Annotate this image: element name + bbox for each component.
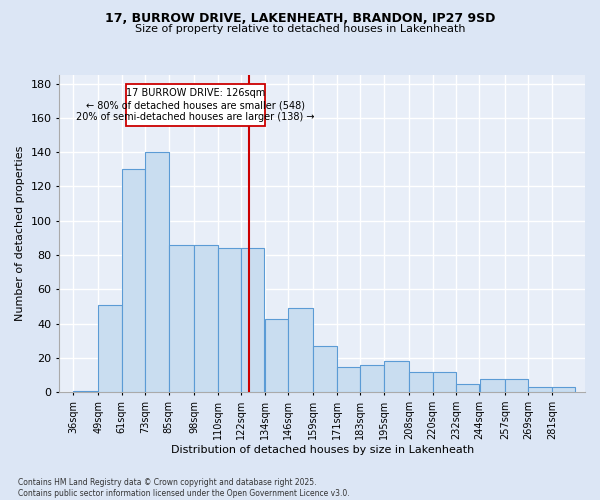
Bar (241, 248, 265, 392)
Bar (169, 245, 194, 392)
Bar (194, 245, 218, 392)
Text: 20% of semi-detached houses are larger (138) →: 20% of semi-detached houses are larger (… (76, 112, 314, 122)
Bar (337, 366, 360, 392)
Bar (456, 384, 479, 392)
Bar (505, 378, 528, 392)
Bar (218, 248, 241, 392)
X-axis label: Distribution of detached houses by size in Lakenheath: Distribution of detached houses by size … (170, 445, 474, 455)
Bar (361, 365, 383, 392)
Bar (409, 372, 433, 392)
Bar (552, 387, 575, 392)
Bar (384, 362, 409, 392)
Bar (313, 346, 337, 393)
Bar (479, 378, 505, 392)
Bar (288, 308, 313, 392)
Y-axis label: Number of detached properties: Number of detached properties (15, 146, 25, 322)
Text: Size of property relative to detached houses in Lakenheath: Size of property relative to detached ho… (135, 24, 465, 34)
Text: Contains HM Land Registry data © Crown copyright and database right 2025.
Contai: Contains HM Land Registry data © Crown c… (18, 478, 350, 498)
Bar (122, 170, 145, 392)
Bar (529, 387, 552, 392)
Bar (265, 318, 288, 392)
Bar (145, 152, 169, 392)
Text: 17 BURROW DRIVE: 126sqm: 17 BURROW DRIVE: 126sqm (125, 88, 265, 98)
Bar (433, 372, 456, 392)
Text: ← 80% of detached houses are smaller (548): ← 80% of detached houses are smaller (54… (86, 100, 305, 110)
Bar (73, 390, 98, 392)
Bar (126, 84, 265, 126)
Bar (98, 305, 122, 392)
Text: 17, BURROW DRIVE, LAKENHEATH, BRANDON, IP27 9SD: 17, BURROW DRIVE, LAKENHEATH, BRANDON, I… (105, 12, 495, 26)
